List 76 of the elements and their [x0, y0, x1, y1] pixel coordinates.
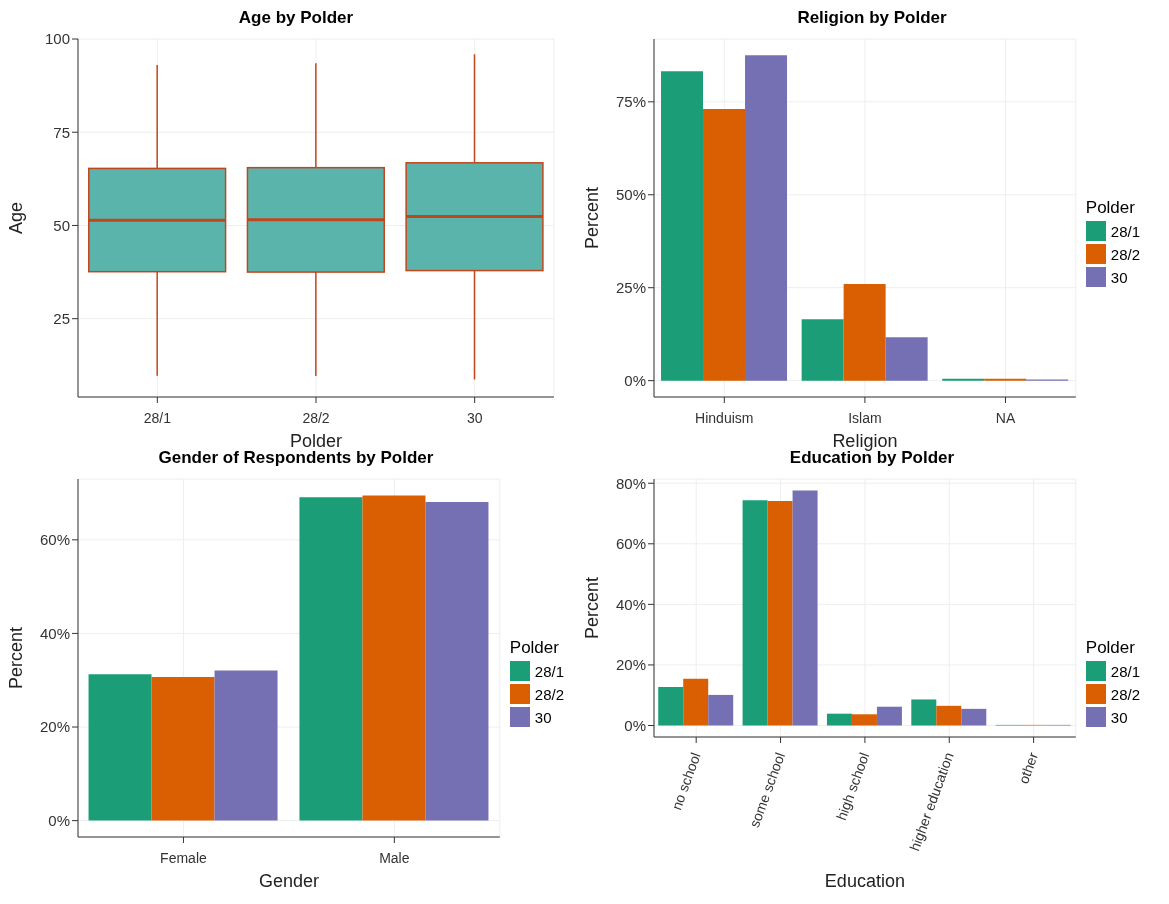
x-tick-label: Female	[160, 850, 207, 867]
x-axis-title: Gender	[258, 871, 319, 891]
x-tick-label: Hinduism	[695, 410, 754, 427]
legend-label: 30	[1110, 708, 1128, 726]
bar	[425, 501, 489, 821]
bar	[362, 495, 426, 821]
x-tick-label: 28/1	[143, 410, 172, 427]
bar	[936, 705, 962, 726]
bar	[745, 55, 788, 381]
bar	[801, 319, 844, 381]
x-axis-title: Polder	[289, 431, 343, 451]
legend-label: 28/2	[534, 685, 564, 703]
y-tick-label: 20%	[615, 656, 646, 674]
legend-title: Polder	[1085, 637, 1136, 658]
y-tick-label: 40%	[39, 624, 70, 642]
x-tick-label: NA	[995, 410, 1016, 427]
y-tick-label: 0%	[624, 371, 646, 389]
y-tick-label: 50	[53, 216, 70, 234]
legend-label: 28/1	[1110, 662, 1140, 680]
bar	[683, 678, 709, 726]
chart-title: Religion by Polder	[796, 8, 948, 29]
legend-label: 28/1	[534, 662, 564, 680]
bar	[658, 687, 684, 726]
bar	[843, 283, 886, 381]
bar	[88, 674, 152, 821]
bar	[826, 713, 852, 726]
bar	[703, 108, 746, 381]
bar	[151, 676, 215, 821]
bar	[214, 670, 278, 821]
bar	[885, 337, 928, 381]
bar	[851, 714, 877, 726]
y-tick-label: 20%	[39, 718, 70, 736]
legend-title: Polder	[1085, 197, 1136, 218]
y-tick-label: 40%	[615, 595, 646, 613]
legend-label: 28/2	[1110, 245, 1140, 263]
y-axis-title: Percent	[582, 576, 603, 640]
bar	[299, 497, 363, 821]
legend-title: Polder	[509, 637, 560, 658]
y-axis-title: Percent	[6, 626, 27, 690]
bar	[708, 694, 734, 726]
x-axis-title: Education	[824, 871, 905, 891]
y-tick-label: 80%	[615, 474, 646, 492]
bar	[742, 500, 768, 726]
y-tick-label: 50%	[615, 186, 646, 204]
bar	[661, 71, 704, 381]
x-tick-label: high school	[833, 750, 873, 823]
bar	[767, 501, 793, 726]
bar	[876, 706, 902, 726]
y-tick-label: 100	[44, 30, 70, 48]
bar	[961, 708, 987, 726]
y-tick-label: 75	[53, 123, 70, 141]
y-tick-label: 25%	[615, 279, 646, 297]
x-tick-label: Islam	[848, 410, 882, 427]
y-tick-label: 60%	[615, 535, 646, 553]
legend-label: 28/2	[1110, 685, 1140, 703]
y-tick-label: 25	[53, 310, 70, 328]
x-tick-label: some school	[746, 750, 789, 830]
chart-title: Age by Polder	[238, 8, 354, 27]
x-tick-label: no school	[668, 750, 704, 813]
x-axis-title: Religion	[832, 431, 898, 451]
bar	[911, 699, 937, 726]
x-tick-label: 30	[466, 410, 483, 427]
x-tick-label: other	[1015, 749, 1042, 786]
bar	[792, 490, 818, 726]
chart-title: Gender of Respondents by Polder	[157, 448, 435, 469]
y-axis-title: Percent	[582, 186, 603, 250]
y-tick-label: 75%	[615, 93, 646, 111]
y-tick-label: 0%	[624, 716, 646, 734]
legend-label: 30	[534, 708, 552, 726]
y-tick-label: 60%	[39, 531, 70, 549]
x-tick-label: 28/2	[302, 410, 330, 427]
y-axis-title: Age	[6, 201, 27, 235]
y-tick-label: 0%	[48, 811, 70, 829]
legend-label: 28/1	[1110, 222, 1140, 240]
x-tick-label: Male	[379, 850, 410, 867]
legend-label: 30	[1110, 268, 1128, 286]
